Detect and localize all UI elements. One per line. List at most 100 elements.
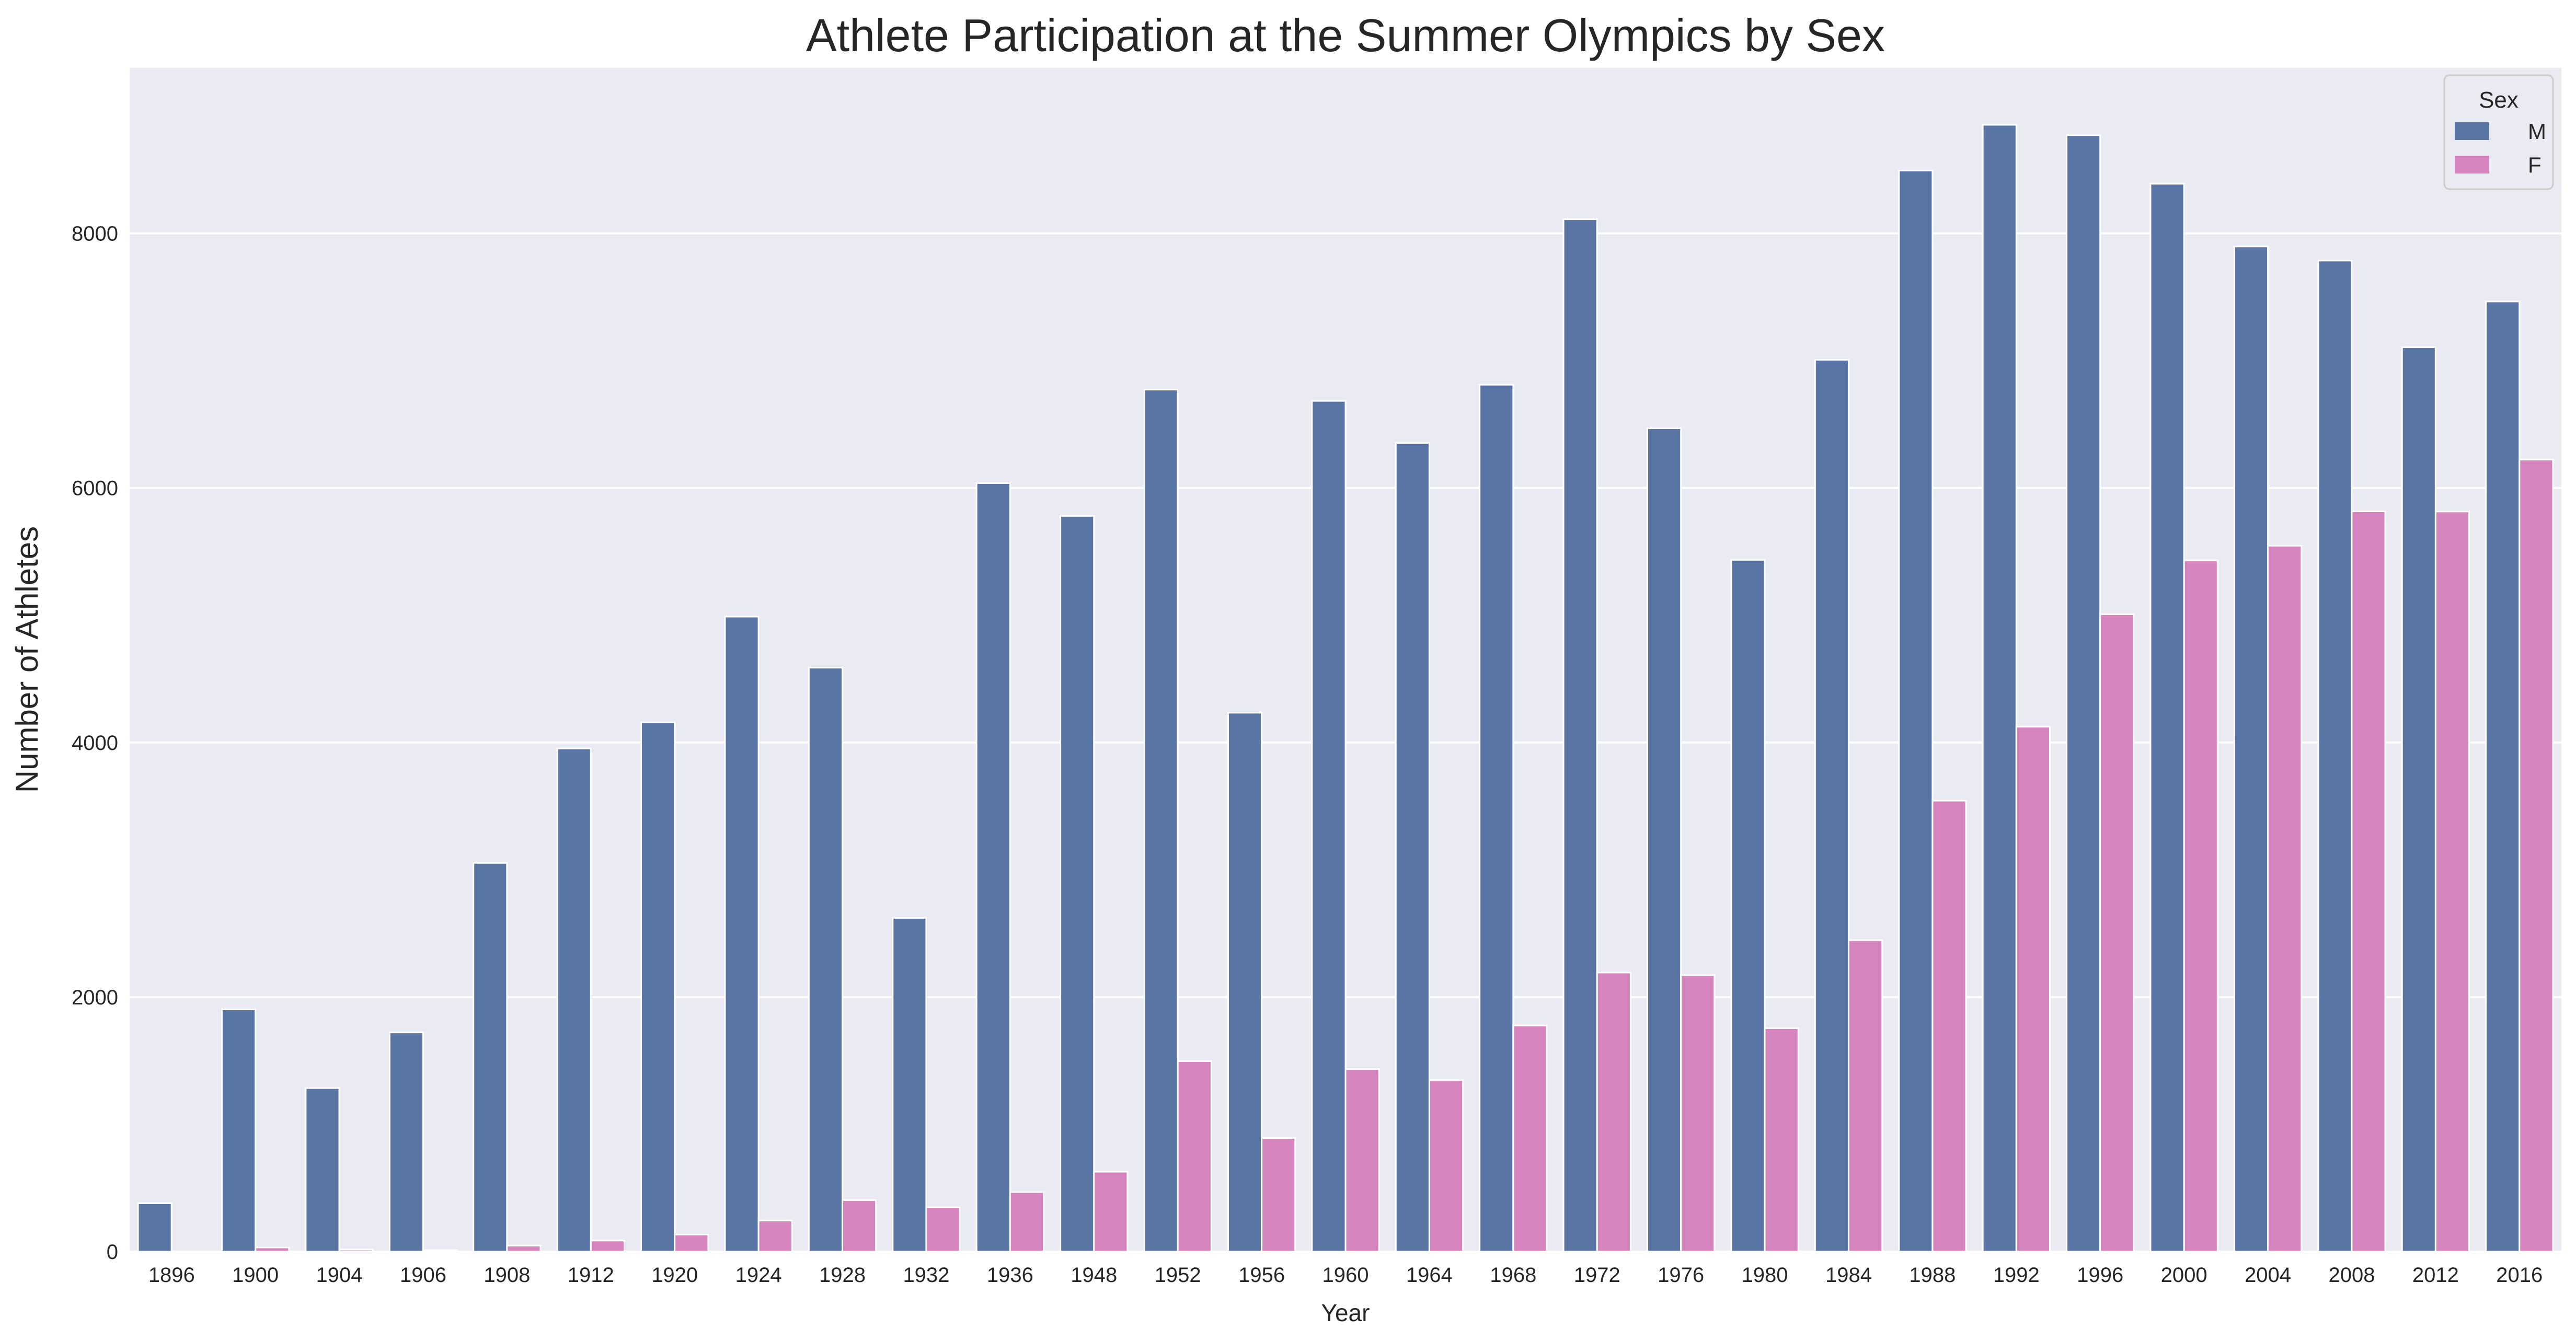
x-tick-label: 1976: [1658, 1264, 1704, 1287]
bar-f-1992: [2015, 726, 2051, 1253]
bar-f-2012: [2434, 511, 2470, 1253]
x-tick-label: 1896: [148, 1264, 195, 1287]
x-tick-label: 1988: [1909, 1264, 1956, 1287]
bar-f-1900: [255, 1246, 290, 1253]
bar-f-1948: [1093, 1171, 1129, 1253]
x-tick-label: 1936: [987, 1264, 1033, 1287]
bar-f-1980: [1764, 1027, 1799, 1253]
x-tick-label: 1992: [1993, 1264, 2040, 1287]
chart-title: Athlete Participation at the Summer Olym…: [806, 9, 1885, 61]
x-tick-label: 1904: [316, 1264, 363, 1287]
legend-label-f: F: [2528, 153, 2542, 177]
bar-m-2000: [2149, 183, 2185, 1253]
bar-f-1904: [338, 1248, 374, 1253]
bar-f-1912: [590, 1240, 625, 1253]
x-tick-label: 2008: [2328, 1264, 2375, 1287]
bar-f-2004: [2267, 545, 2303, 1253]
bar-m-1956: [1227, 712, 1263, 1253]
bar-m-1904: [305, 1087, 340, 1253]
bar-m-1920: [640, 721, 676, 1253]
bar-m-1984: [1814, 359, 1849, 1253]
bar-m-1948: [1060, 515, 1095, 1253]
bar-m-1980: [1730, 559, 1766, 1253]
x-tick-label: 1924: [735, 1264, 782, 1287]
bar-m-1952: [1143, 388, 1179, 1253]
bar-m-2008: [2317, 260, 2353, 1253]
x-tick-label: 1984: [1825, 1264, 1872, 1287]
y-axis-label: Number of Athletes: [9, 526, 44, 793]
legend-swatch-f: [2455, 156, 2489, 174]
x-tick-label: 1960: [1322, 1264, 1369, 1287]
bar-f-1956: [1261, 1137, 1296, 1253]
bar-f-1968: [1512, 1024, 1548, 1253]
x-tick-label: 1932: [903, 1264, 949, 1287]
bar-f-1972: [1596, 972, 1631, 1253]
bar-f-2008: [2351, 511, 2386, 1253]
bar-f-1996: [2099, 613, 2135, 1253]
bar-f-1976: [1680, 974, 1716, 1253]
x-tick-label: 1980: [1742, 1264, 1788, 1287]
y-tick-label: 8000: [72, 223, 118, 246]
bar-f-1932: [925, 1206, 961, 1253]
bar-m-1976: [1646, 427, 1682, 1253]
legend: Sex M F: [2443, 74, 2554, 190]
bar-m-1996: [2066, 134, 2101, 1253]
bar-m-1968: [1479, 384, 1514, 1253]
y-tick-label: 2000: [72, 986, 118, 1009]
x-axis-ticks: 1896 1900 1904 1906 1908 1912 1920 1924 1928 1932…: [148, 1264, 2543, 1287]
bar-f-1908: [506, 1245, 542, 1253]
bar-f-1988: [1931, 800, 1967, 1253]
bar-f-1984: [1847, 939, 1883, 1253]
x-tick-label: 1920: [651, 1264, 698, 1287]
x-tick-label: 1964: [1406, 1264, 1453, 1287]
y-tick-label: 4000: [72, 732, 118, 755]
legend-label-m: M: [2528, 119, 2546, 144]
x-tick-label: 1948: [1071, 1264, 1117, 1287]
bar-m-1912: [556, 747, 592, 1253]
legend-title: Sex: [2479, 87, 2518, 113]
bar-m-1964: [1395, 442, 1430, 1253]
bar-m-1960: [1311, 400, 1347, 1253]
x-tick-label: 1952: [1155, 1264, 1201, 1287]
x-tick-label: 1900: [232, 1264, 279, 1287]
bar-f-1906: [422, 1249, 458, 1253]
bar-m-1908: [473, 862, 508, 1253]
y-tick-label: 0: [107, 1241, 118, 1264]
x-tick-label: 1906: [400, 1264, 446, 1287]
bar-f-1920: [674, 1233, 709, 1253]
x-axis-label: Year: [1321, 1299, 1370, 1326]
bar-f-1960: [1344, 1068, 1380, 1253]
bar-m-2004: [2233, 246, 2269, 1253]
bar-m-1928: [808, 667, 844, 1253]
x-tick-label: 1928: [819, 1264, 866, 1287]
bar-m-1900: [221, 1009, 257, 1253]
bar-m-2016: [2485, 300, 2521, 1253]
bars: [137, 124, 2554, 1253]
x-tick-label: 2012: [2412, 1264, 2459, 1287]
bar-m-1972: [1562, 218, 1598, 1253]
x-tick-label: 1908: [484, 1264, 530, 1287]
y-tick-label: 6000: [72, 477, 118, 500]
x-tick-label: 1956: [1238, 1264, 1285, 1287]
bar-m-1924: [724, 616, 760, 1253]
bar-f-1924: [757, 1220, 793, 1253]
bar-m-1896: [137, 1202, 172, 1253]
bar-f-1928: [842, 1199, 877, 1253]
x-tick-label: 1968: [1490, 1264, 1536, 1287]
bar-m-1932: [892, 917, 927, 1253]
bar-f-2016: [2518, 458, 2554, 1253]
bar-m-2012: [2401, 346, 2436, 1253]
x-tick-label: 2004: [2245, 1264, 2291, 1287]
x-tick-label: 2000: [2161, 1264, 2207, 1287]
bar-f-1952: [1177, 1060, 1212, 1253]
bar-f-1964: [1428, 1079, 1464, 1253]
x-tick-label: 1912: [568, 1264, 614, 1287]
x-tick-label: 2016: [2496, 1264, 2543, 1287]
x-tick-label: 1996: [2077, 1264, 2123, 1287]
legend-swatch-m: [2455, 122, 2489, 140]
x-tick-label: 1972: [1574, 1264, 1620, 1287]
bar-f-1936: [1009, 1191, 1045, 1253]
bar-m-1906: [388, 1032, 424, 1253]
